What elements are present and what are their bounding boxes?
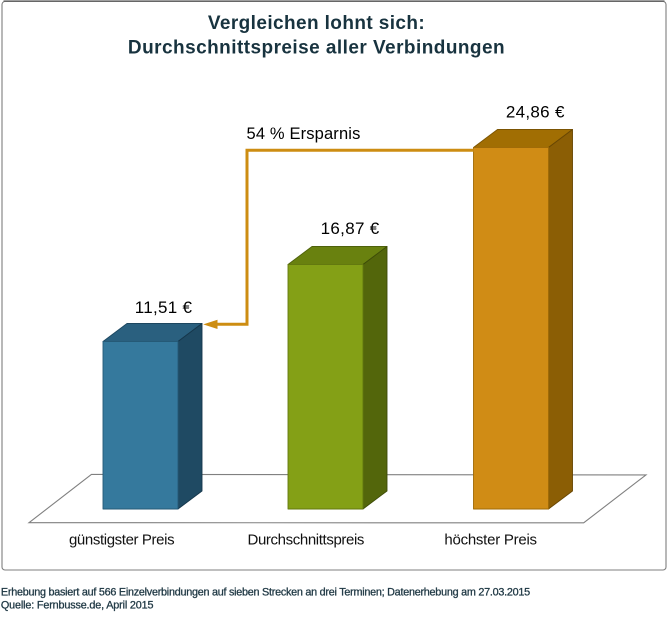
svg-text:Quelle: Fernbusse.de, April 20: Quelle: Fernbusse.de, April 2015 (1, 600, 154, 612)
svg-text:16,87 €: 16,87 € (321, 219, 380, 238)
svg-text:Durchschnittspreis: Durchschnittspreis (248, 532, 365, 549)
svg-text:Durchschnittspreise aller Verb: Durchschnittspreise aller Verbindungen (128, 38, 505, 59)
svg-text:höchster Preis: höchster Preis (444, 532, 536, 549)
svg-text:Erhebung basiert auf 566 Einze: Erhebung basiert auf 566 Einzelverbindun… (1, 586, 530, 598)
svg-text:Vergleichen lohnt sich:: Vergleichen lohnt sich: (208, 13, 425, 34)
svg-text:günstigster Preis: günstigster Preis (69, 532, 174, 549)
svg-text:24,86 €: 24,86 € (506, 102, 565, 121)
svg-text:11,51 €: 11,51 € (135, 298, 193, 317)
svg-text:54 % Ersparnis: 54 % Ersparnis (247, 125, 361, 143)
